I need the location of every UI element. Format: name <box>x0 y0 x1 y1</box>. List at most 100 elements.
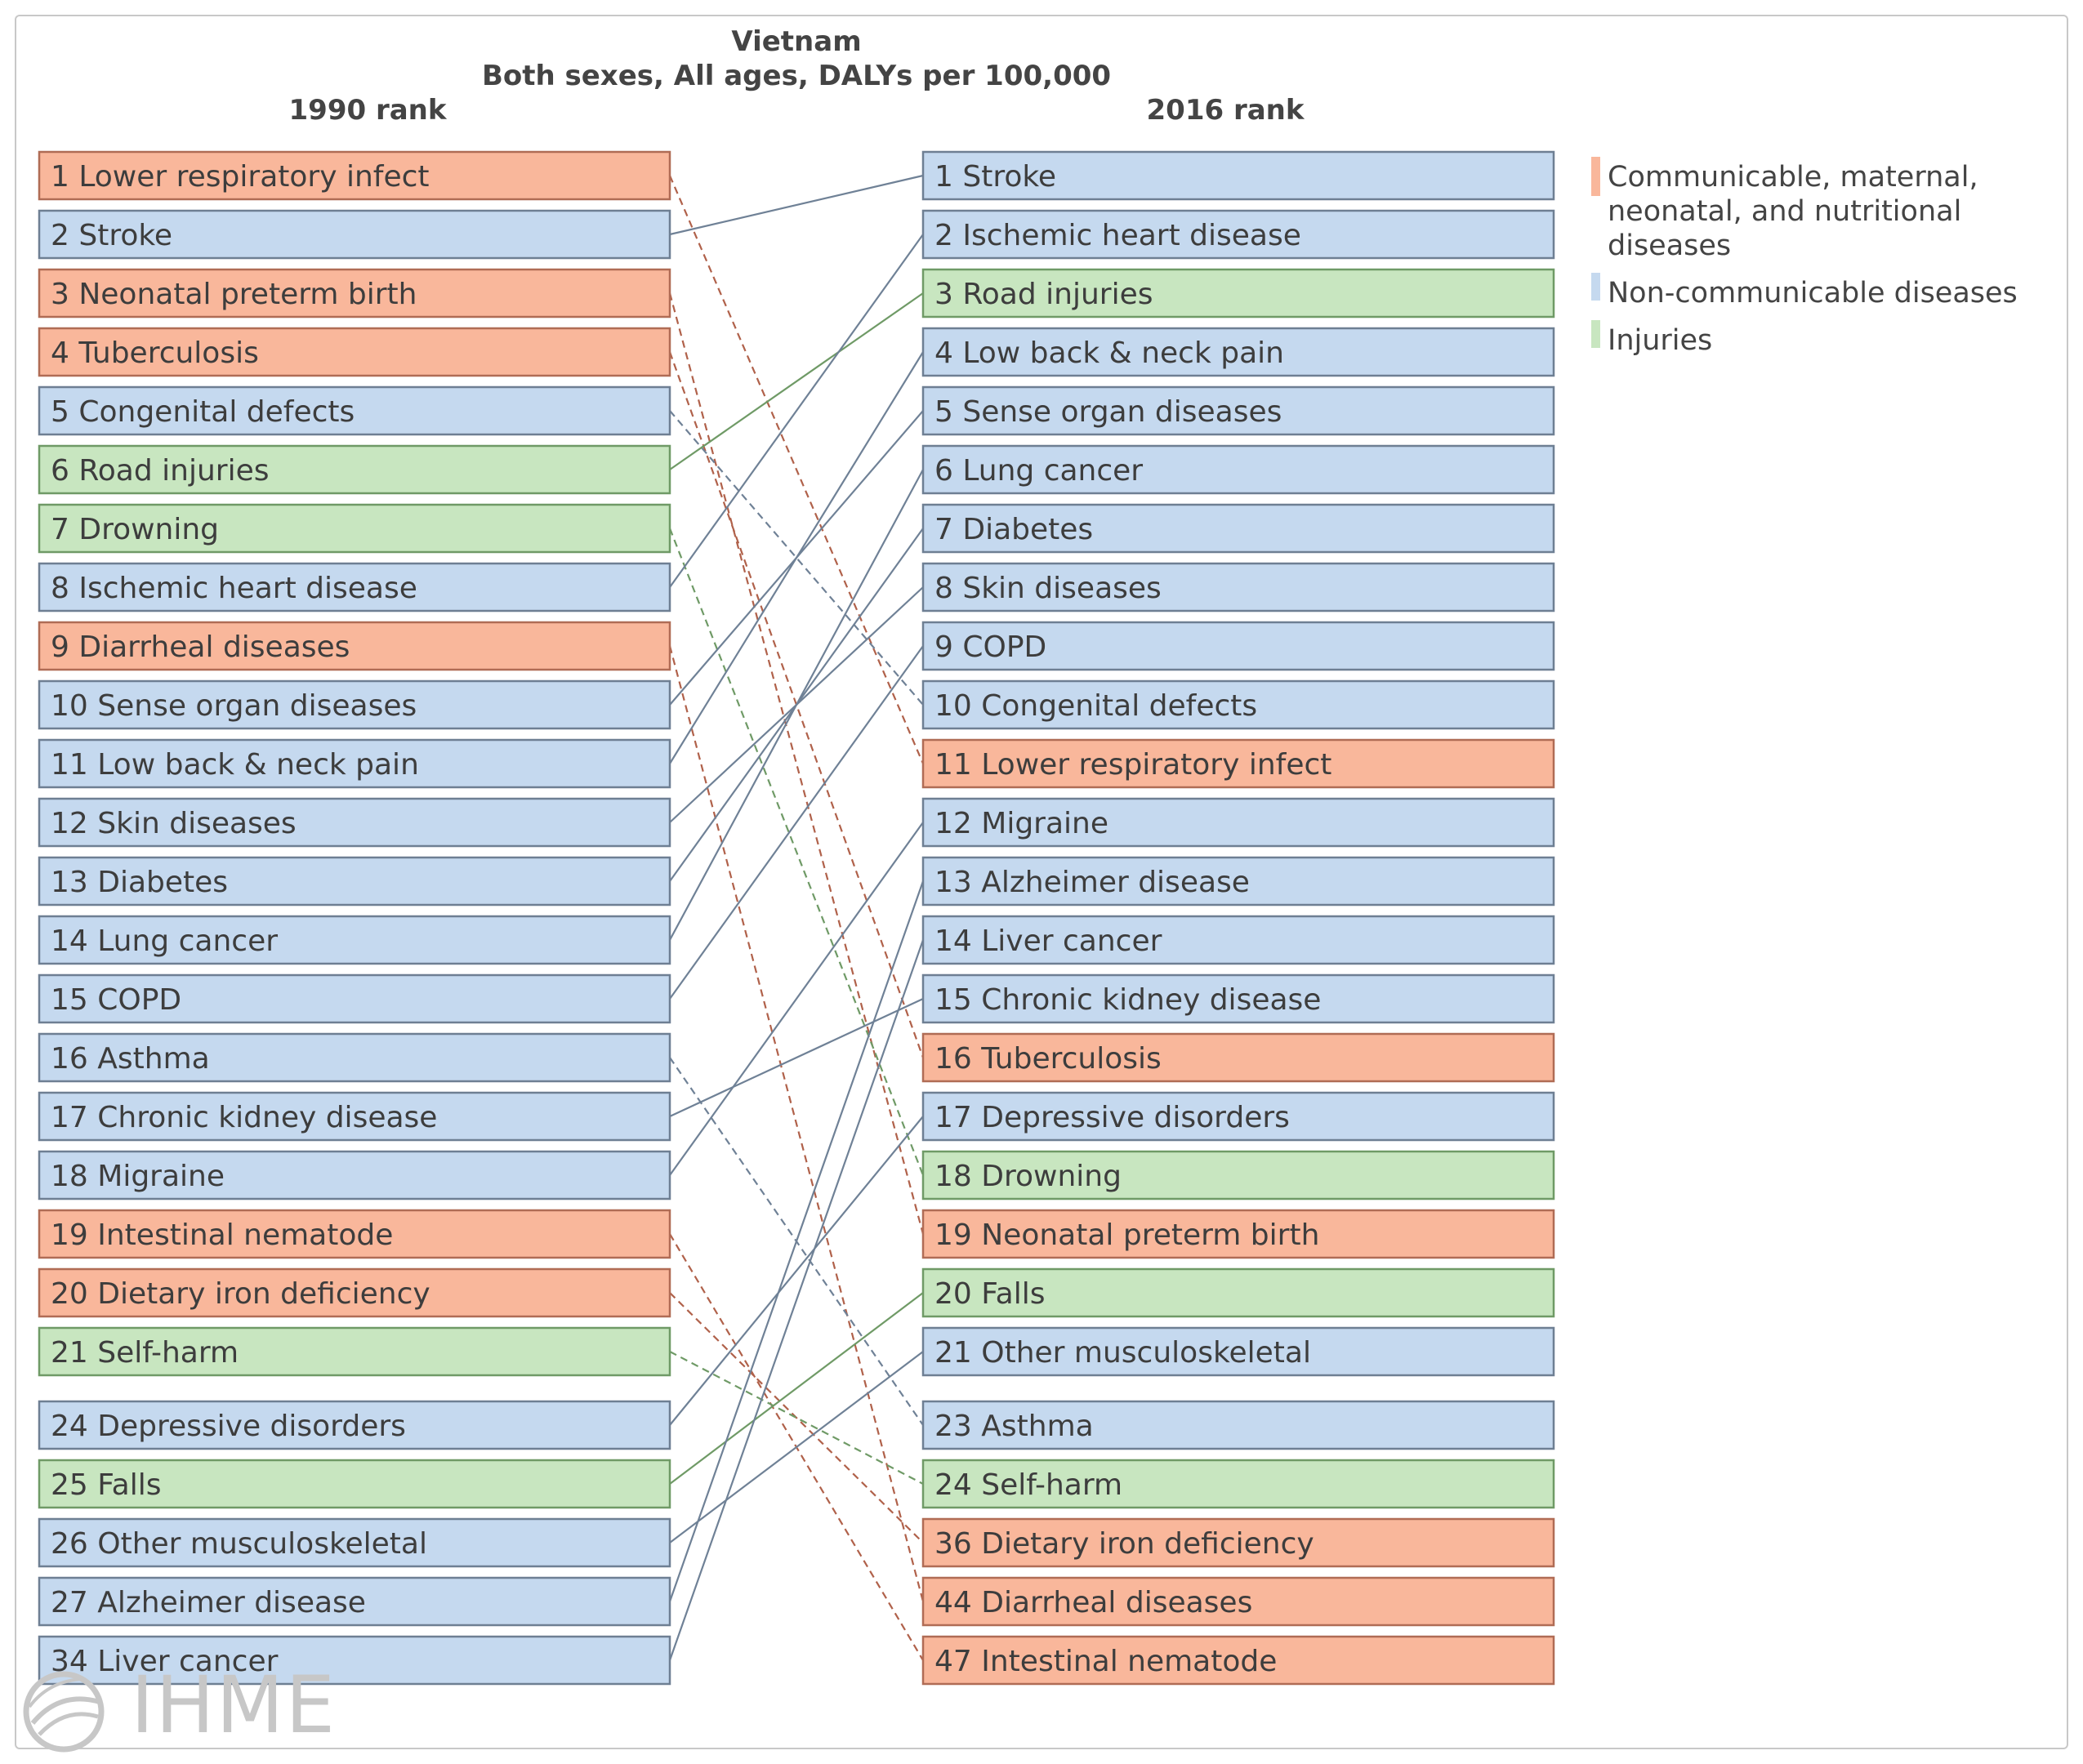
rank-2016-item-box <box>921 385 1555 436</box>
rank-2016-item-label: 20 Falls <box>934 1277 1045 1311</box>
rank-1990-item-label: 25 Falls <box>51 1468 161 1502</box>
rank-1990-item-box <box>38 621 671 671</box>
rank-1990-item-label: 27 Alzheimer disease <box>51 1586 366 1619</box>
rank-2016-item-box <box>921 562 1555 612</box>
rank-2016-item-box <box>921 444 1555 495</box>
rank-change-line <box>668 880 925 1602</box>
rank-2016-item-box <box>921 150 1555 201</box>
rank-1990-item-label: 12 Skin diseases <box>51 807 297 840</box>
rank-change-line <box>669 292 924 470</box>
rank-1990-item-label: 7 Drowning <box>51 513 219 546</box>
rank-1990-item-box <box>38 1326 671 1377</box>
rank-1990-item-box <box>38 679 671 730</box>
rank-2016-column: 1 Stroke 2 Ischemic heart disease 3 Road i… <box>921 150 1555 1686</box>
rank-change-line <box>669 998 924 1117</box>
rank-2016-item-box <box>921 797 1555 848</box>
rank-2016-item-box <box>921 679 1555 730</box>
legend-label-injuries: Injuries <box>1608 324 1712 357</box>
rank-1990-item-label: 1 Lower respiratory infect <box>51 160 430 194</box>
rank-change-line <box>668 292 925 1235</box>
rank-1990-item-box <box>38 738 671 789</box>
rank-2016-item-label: 5 Sense organ diseases <box>934 395 1282 429</box>
rank-1990-item-box <box>38 503 671 554</box>
rank-1990-item-box <box>38 444 671 495</box>
rank-1990-item-label: 26 Other musculoskeletal <box>51 1527 427 1561</box>
header-2016-rank: 2016 rank <box>1147 94 1305 127</box>
rank-2016-item-box <box>921 1267 1555 1318</box>
rank-2016-item-box <box>921 209 1555 260</box>
rank-1990-item-box <box>38 1400 671 1450</box>
rank-1990-item-box <box>38 1517 671 1568</box>
rank-change-line <box>669 174 924 236</box>
rank-2016-item-label: 44 Diarrheal diseases <box>934 1586 1252 1619</box>
rank-2016-item-label: 21 Other musculoskeletal <box>934 1336 1311 1370</box>
rank-1990-item-label: 3 Neonatal preterm birth <box>51 278 417 311</box>
rank-1990-item-box <box>38 1091 671 1142</box>
rank-1990-item-label: 20 Dietary iron deficiency <box>51 1277 430 1311</box>
rank-1990-item-box <box>38 385 671 436</box>
rank-2016-item-box <box>921 1150 1555 1200</box>
rank-2016-item-box <box>921 973 1555 1024</box>
rank-1990-item-label: 8 Ischemic heart disease <box>51 572 417 605</box>
rank-change-line <box>669 1292 924 1544</box>
rank-1990-item-label: 9 Diarrheal diseases <box>51 630 350 664</box>
rank-1990-item-box <box>38 209 671 260</box>
rank-1990-item-label: 18 Migraine <box>51 1160 225 1193</box>
legend-swatch-ncd <box>1591 273 1600 301</box>
rank-1990-item-label: 17 Chronic kidney disease <box>51 1101 437 1134</box>
ihme-watermark-text: IHME <box>131 1659 337 1751</box>
rank-1990-item-box <box>38 150 671 201</box>
rank-2016-item-box <box>921 1517 1555 1568</box>
chart-frame <box>15 15 2068 1749</box>
rank-2016-item-label: 12 Migraine <box>934 807 1108 840</box>
rank-2016-item-box <box>921 1635 1555 1686</box>
rank-change-line <box>668 645 925 1602</box>
rank-2016-item-label: 7 Diabetes <box>934 513 1093 546</box>
rank-change-line <box>669 1292 924 1485</box>
legend-label-ncd: Non-communicable diseases <box>1608 277 2018 310</box>
rank-2016-item-box <box>921 856 1555 906</box>
rank-2016-item-box <box>921 503 1555 554</box>
rank-2016-item-label: 4 Low back & neck pain <box>934 336 1284 370</box>
rank-1990-item-label: 34 Liver cancer <box>51 1645 279 1678</box>
rank-1990-item-label: 6 Road injuries <box>51 454 269 488</box>
rank-1990-item-box <box>38 1032 671 1083</box>
chart-title: Vietnam <box>731 25 861 58</box>
rank-2016-item-box <box>921 327 1555 377</box>
legend-label-communicable: diseases <box>1608 229 1731 262</box>
legend-label-communicable: neonatal, and nutritional <box>1608 195 1961 228</box>
rank-1990-item-box <box>38 915 671 965</box>
rank-change-line <box>668 939 925 1661</box>
rank-2016-item-label: 47 Intestinal nematode <box>934 1645 1277 1678</box>
rank-1990-item-box <box>38 797 671 848</box>
legend-swatch-injuries <box>1591 320 1600 348</box>
rank-2016-item-box <box>921 1576 1555 1627</box>
legend-swatch-communicable <box>1591 157 1600 196</box>
rank-2016-item-label: 1 Stroke <box>934 160 1056 194</box>
rank-1990-item-label: 4 Tuberculosis <box>51 336 259 370</box>
rank-2016-item-box <box>921 915 1555 965</box>
rank-1990-item-box <box>38 973 671 1024</box>
rank-2016-item-label: 24 Self-harm <box>934 1468 1122 1502</box>
chart-subtitle: Both sexes, All ages, DALYs per 100,000 <box>482 60 1111 92</box>
legend-label-communicable: Communicable, maternal, <box>1608 161 1978 194</box>
rank-change-line <box>669 1351 924 1485</box>
ihme-logo-icon <box>23 1671 105 1753</box>
rank-change-line <box>668 528 925 1176</box>
rank-change-line <box>669 351 924 764</box>
rank-2016-item-label: 2 Ischemic heart disease <box>934 219 1301 252</box>
rank-2016-item-label: 17 Depressive disorders <box>934 1101 1290 1134</box>
rank-2016-item-box <box>921 738 1555 789</box>
rank-2016-item-label: 14 Liver cancer <box>934 924 1162 958</box>
rank-2016-item-box <box>921 1091 1555 1142</box>
rank-1990-item-label: 15 COPD <box>51 983 181 1017</box>
rank-2016-item-box <box>921 268 1555 318</box>
header-1990-rank: 1990 rank <box>289 94 448 127</box>
rank-change-line <box>669 1116 924 1426</box>
rank-change-line <box>669 410 924 706</box>
rank-change-line <box>668 175 925 764</box>
rank-1990-item-label: 5 Congenital defects <box>51 395 355 429</box>
rank-2016-item-label: 15 Chronic kidney disease <box>934 983 1321 1017</box>
rank-1990-item-label: 2 Stroke <box>51 219 172 252</box>
